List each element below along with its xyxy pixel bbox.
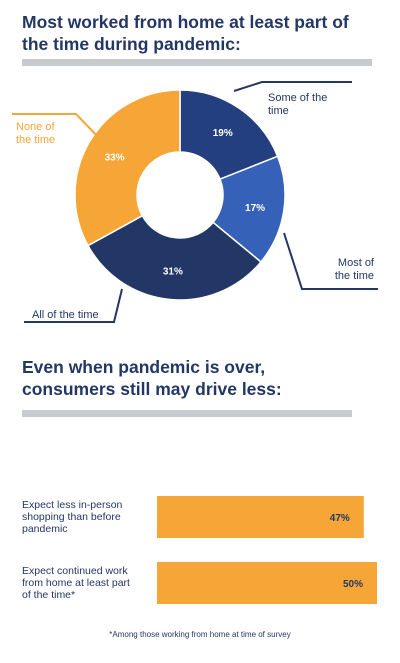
bar-value-label-1: 50% — [343, 579, 363, 590]
bars-title: Even when pandemic is over, consumers st… — [22, 356, 392, 400]
callout-line-1 — [283, 232, 378, 290]
bar-category-line: from home at least part — [22, 577, 130, 589]
callout-label-0: Some of the time — [268, 92, 327, 117]
donut-title-line2: the time during pandemic: — [22, 34, 241, 54]
bars-title-line2: consumers still may drive less: — [22, 379, 282, 399]
callout-label-3: None of the time — [16, 121, 55, 146]
donut-slice-0 — [179, 89, 279, 181]
bar-category-line: pandemic — [22, 523, 68, 535]
donut-value-label-1: 17% — [245, 203, 265, 214]
bar-category-label-1: Expect continued work from home at least … — [22, 565, 152, 601]
donut-value-label-2: 31% — [163, 267, 183, 278]
callout-label-1: Most of the time — [335, 257, 375, 282]
bar-0 — [157, 496, 364, 538]
callout-line-0 — [233, 81, 352, 92]
bar-category-line: Expect less in-person — [22, 499, 123, 511]
donut-slice-2 — [86, 214, 262, 301]
donut-title-line1: Most worked from home at least part of — [22, 12, 349, 32]
title-divider — [22, 59, 372, 66]
callout-line-3 — [12, 113, 102, 141]
bar-category-label-0: Expect less in-person shopping than befor… — [22, 499, 152, 535]
bar-category-line: shopping than before — [22, 511, 121, 523]
bar-1 — [157, 562, 377, 604]
callout-label-2: All of the time — [32, 309, 99, 321]
donut-value-label-3: 33% — [105, 152, 125, 163]
bar-value-label-0: 47% — [330, 513, 350, 524]
callout-line-2 — [24, 288, 123, 323]
bars-title-line1: Even when pandemic is over, — [22, 357, 266, 377]
donut-slice-1 — [212, 155, 286, 263]
bar-category-line: of the time* — [22, 589, 76, 601]
donut-chart: Some of the time Most of the time All of the… — [12, 81, 378, 323]
donut-title: Most worked from home at least part of t… — [22, 11, 392, 55]
donut-value-label-0: 19% — [213, 128, 233, 139]
footnote: *Among those working from home at time o… — [109, 630, 291, 639]
donut-slice-3 — [74, 89, 181, 247]
bar-category-line: Expect continued work — [22, 565, 128, 577]
bars-title-divider — [22, 410, 352, 417]
